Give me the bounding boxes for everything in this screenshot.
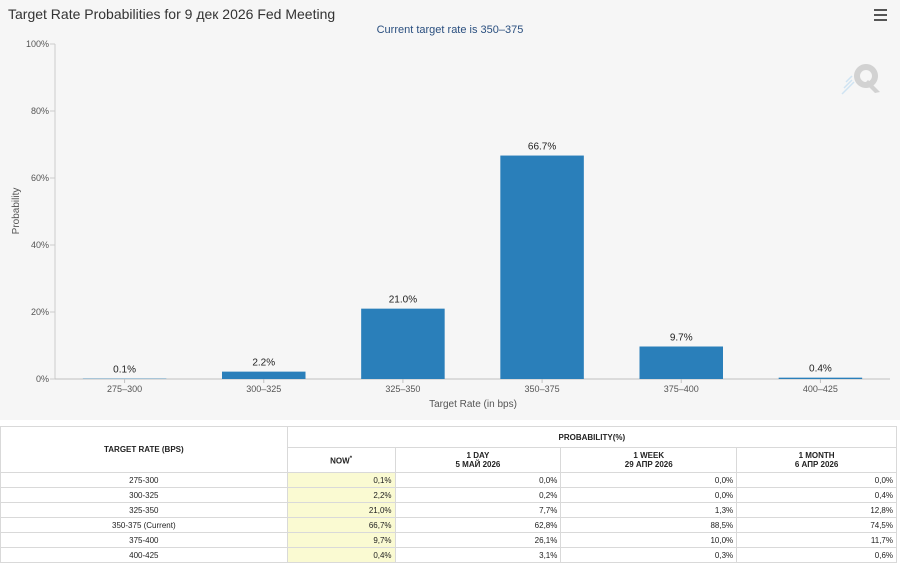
table-row: 275-300 0,1% 0,0% 0,0% 0,0%	[0, 472, 897, 488]
table-row: 300-325 2,2% 0,2% 0,0% 0,4%	[0, 487, 897, 503]
probability-cell: 0,1%	[286, 472, 396, 488]
header-probability: PROBABILITY(%)	[286, 426, 898, 448]
column-header-date: 29 АПР 2026	[624, 460, 673, 469]
y-tick-label: 40%	[31, 240, 49, 250]
probability-cell: 2,2%	[286, 487, 396, 503]
chart-area: Target Rate Probabilities for 9 дек 2026…	[8, 6, 890, 410]
bar[interactable]	[361, 308, 445, 379]
probability-cell: 10,0%	[560, 532, 738, 548]
probability-cell: 1,3%	[560, 502, 738, 518]
probability-cell: 0,0%	[394, 472, 562, 488]
probability-cell: 0,3%	[560, 547, 738, 563]
target-rate-cell: 325-350	[0, 502, 288, 518]
bar[interactable]	[500, 155, 584, 379]
column-header-date: 5 МАЙ 2026	[455, 460, 501, 469]
bar-data-label: 2.2%	[252, 358, 275, 369]
bar-data-label: 21.0%	[389, 295, 417, 306]
probability-cell: 0,0%	[560, 487, 738, 503]
header-target-rate: TARGET RATE (BPS)	[0, 426, 288, 473]
y-tick-label: 20%	[31, 307, 49, 317]
column-header-label: 1 MONTH	[798, 451, 835, 460]
table-row: 375-400 9,7% 26,1% 10,0% 11,7%	[0, 532, 897, 548]
x-tick-label: 375–400	[664, 384, 699, 394]
probability-table-container: TARGET RATE (BPS) PROBABILITY(%) NOW* 1 D…	[0, 426, 900, 563]
column-header-marker: *	[349, 455, 353, 462]
column-header: 1 MONTH 6 АПР 2026	[736, 447, 897, 473]
bar-data-label: 9.7%	[670, 333, 693, 344]
probability-cell: 7,7%	[394, 502, 562, 518]
probability-cell: 0,4%	[286, 547, 396, 563]
x-tick-label: 350–375	[525, 384, 560, 394]
target-rate-cell: 275-300	[0, 472, 288, 488]
x-tick-label: 275–300	[107, 384, 142, 394]
x-axis-label: Target Rate (in bps)	[429, 399, 517, 410]
probability-cell: 3,1%	[394, 547, 562, 563]
probability-cell: 0,0%	[736, 472, 897, 488]
column-header: 1 WEEK 29 АПР 2026	[560, 447, 738, 473]
column-header-label: NOW	[330, 456, 350, 466]
q-logo-icon	[841, 64, 880, 95]
table-row: 325-350 21,0% 7,7% 1,3% 12,8%	[0, 502, 897, 518]
probability-cell: 62,8%	[394, 517, 562, 533]
table-row: 350-375 (Current) 66,7% 62,8% 88,5% 74,5%	[0, 517, 897, 533]
column-header-label: 1 DAY	[466, 451, 490, 460]
column-header: NOW*	[286, 447, 396, 473]
probability-cell: 9,7%	[286, 532, 396, 548]
column-header-date: 6 АПР 2026	[794, 460, 839, 469]
hamburger-menu-icon[interactable]	[873, 9, 889, 23]
probability-cell: 0,4%	[736, 487, 897, 503]
y-tick-label: 100%	[26, 39, 49, 49]
probability-cell: 88,5%	[560, 517, 738, 533]
target-rate-cell: 375-400	[0, 532, 288, 548]
bar-data-label: 0.1%	[113, 365, 136, 376]
column-header-label: 1 WEEK	[633, 451, 665, 460]
probability-cell: 21,0%	[286, 502, 396, 518]
bar-chart: Probability Target Rate (in bps) 0% 20% 40…	[11, 39, 890, 410]
probability-cell: 0,0%	[560, 472, 738, 488]
y-tick-label: 0%	[36, 374, 49, 384]
y-tick-label: 60%	[31, 173, 49, 183]
y-tick-label: 80%	[31, 106, 49, 116]
probability-cell: 0,2%	[394, 487, 562, 503]
target-rate-cell: 350-375 (Current)	[0, 517, 288, 533]
probability-table: TARGET RATE (BPS) PROBABILITY(%) NOW* 1 D…	[0, 426, 898, 563]
probability-cell: 11,7%	[736, 532, 897, 548]
bar[interactable]	[778, 377, 863, 379]
probability-cell: 74,5%	[736, 517, 897, 533]
chart-title: Target Rate Probabilities for 9 дек 2026…	[8, 6, 336, 22]
chart-subtitle: Current target rate is 350–375	[376, 24, 524, 36]
x-tick-label: 300–325	[246, 384, 281, 394]
table-row: 400-425 0,4% 3,1% 0,3% 0,6%	[0, 547, 897, 563]
probability-cell: 0,6%	[736, 547, 897, 563]
y-axis-label: Probability	[11, 188, 22, 235]
column-header: 1 DAY 5 МАЙ 2026	[394, 447, 562, 473]
bar-data-label: 0.4%	[809, 364, 832, 375]
target-rate-cell: 400-425	[0, 547, 288, 563]
bar-data-label: 66.7%	[528, 142, 556, 153]
bar[interactable]	[639, 346, 724, 379]
probability-cell: 26,1%	[394, 532, 562, 548]
bar[interactable]	[222, 371, 306, 379]
x-tick-label: 400–425	[803, 384, 838, 394]
probability-cell: 12,8%	[736, 502, 897, 518]
probability-cell: 66,7%	[286, 517, 396, 533]
target-rate-cell: 300-325	[0, 487, 288, 503]
x-tick-label: 325–350	[385, 384, 420, 394]
